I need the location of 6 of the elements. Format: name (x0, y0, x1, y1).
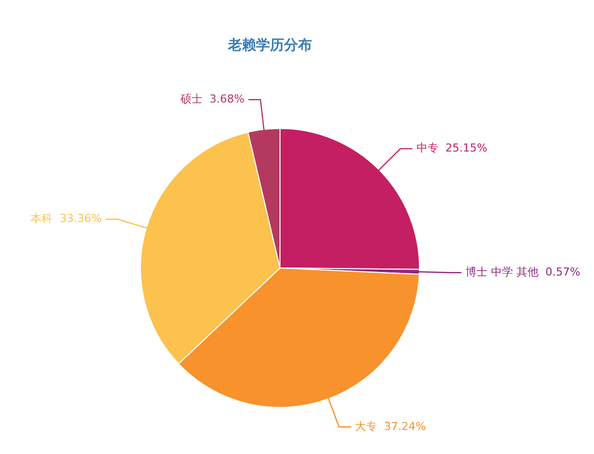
slice-label: 大专 37.24% (355, 420, 426, 433)
slice-label: 博士 中学 其他 0.57% (465, 265, 580, 278)
slice-label: 本科 33.36% (30, 212, 102, 226)
chart-title: 老赖学历分布 (227, 38, 312, 54)
slice-label: 中专 25.15% (416, 142, 488, 155)
slice-label: 硕士 3.68% (180, 92, 244, 106)
